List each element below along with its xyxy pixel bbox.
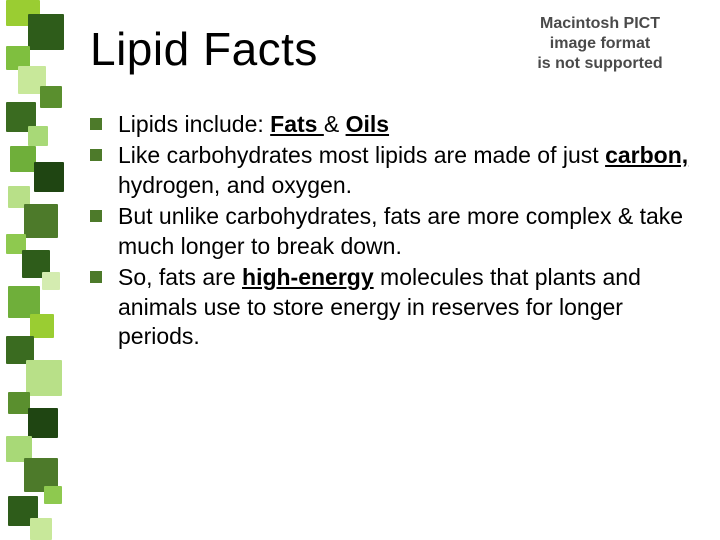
text-run: Lipids include: xyxy=(118,111,270,137)
text-run: So, fats are xyxy=(118,264,242,290)
slide-content: Lipid Facts Lipids include: Fats & Oils … xyxy=(90,22,690,354)
decor-square xyxy=(8,392,30,414)
underline-bold-run: Oils xyxy=(346,111,389,137)
decor-square xyxy=(42,272,60,290)
underline-bold-run: carbon, xyxy=(605,142,688,168)
decor-square xyxy=(28,408,58,438)
list-item: So, fats are high-energy molecules that … xyxy=(90,263,690,351)
decor-square xyxy=(40,86,62,108)
list-item: Lipids include: Fats & Oils xyxy=(90,110,690,139)
text-run: But unlike carbohydrates, fats are more … xyxy=(118,203,683,258)
slide-title: Lipid Facts xyxy=(90,22,690,76)
decor-square xyxy=(30,314,54,338)
text-run: hydrogen, and oxygen. xyxy=(118,172,352,198)
decor-square xyxy=(28,126,48,146)
decor-square xyxy=(30,518,52,540)
text-run: & xyxy=(324,111,346,137)
list-item: But unlike carbohydrates, fats are more … xyxy=(90,202,690,261)
list-item: Like carbohydrates most lipids are made … xyxy=(90,141,690,200)
decor-square xyxy=(10,146,36,172)
decor-square xyxy=(34,162,64,192)
left-decoration xyxy=(0,0,64,540)
decor-square xyxy=(28,14,64,50)
bullet-list: Lipids include: Fats & Oils Like carbohy… xyxy=(90,110,690,352)
decor-square xyxy=(26,360,62,396)
underline-bold-run: high-energy xyxy=(242,264,374,290)
text-run: Like carbohydrates most lipids are made … xyxy=(118,142,605,168)
decor-square xyxy=(44,486,62,504)
decor-square xyxy=(24,204,58,238)
underline-bold-run: Fats xyxy=(270,111,324,137)
